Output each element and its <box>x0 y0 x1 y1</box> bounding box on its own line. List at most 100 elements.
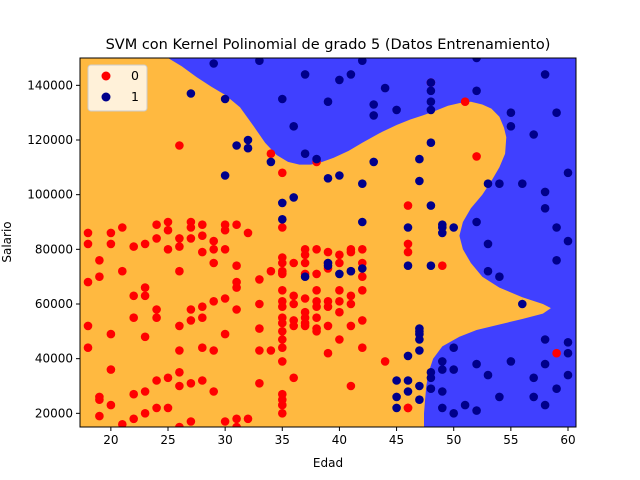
series-1-point <box>563 348 573 358</box>
series-0-point <box>83 239 93 249</box>
series-1-point <box>563 236 573 246</box>
series-0-point <box>358 245 367 254</box>
series-0-point <box>198 220 207 229</box>
series-1-point <box>552 223 561 232</box>
x-axis: 20 25 30 35 40 45 50 55 60 <box>103 427 576 447</box>
series-1-point <box>438 357 447 366</box>
series-0-point <box>175 422 184 427</box>
series-0-point <box>95 255 104 265</box>
x-tick-label: 45 <box>389 433 404 447</box>
series-0-point <box>323 247 333 257</box>
series-1-point <box>518 299 527 309</box>
series-0-point <box>358 316 367 325</box>
series-1-point <box>552 384 561 394</box>
series-1-point <box>529 392 538 402</box>
legend: 0 1 <box>87 64 148 112</box>
series-0-point <box>278 269 287 279</box>
series-0-point <box>266 266 276 276</box>
series-0-point <box>106 365 116 374</box>
series-1-point <box>278 198 287 208</box>
series-0-point <box>209 236 218 246</box>
x-tick-label: 40 <box>332 433 347 447</box>
series-1-point <box>495 392 504 402</box>
legend-marker-0 <box>101 71 111 81</box>
series-0-point <box>175 242 184 251</box>
series-1-point <box>426 261 436 271</box>
legend-label-1: 1 <box>131 89 139 104</box>
x-tick-label: 35 <box>275 433 290 447</box>
series-0-point <box>220 417 230 426</box>
series-1-point <box>483 179 493 188</box>
series-0-point <box>460 97 470 106</box>
series-0-point <box>243 414 253 424</box>
series-1-point <box>529 373 538 383</box>
series-1-point <box>220 94 230 104</box>
series-0-point <box>140 387 150 396</box>
series-0-point <box>220 225 230 235</box>
series-0-point <box>220 245 230 254</box>
series-1-point <box>495 179 504 188</box>
series-1-point <box>426 105 436 115</box>
series-1-point <box>472 406 481 415</box>
series-0-point <box>403 247 413 257</box>
series-0-point <box>346 299 356 309</box>
series-0-point <box>129 414 138 424</box>
series-0-point <box>403 403 413 413</box>
series-0-point <box>129 389 138 399</box>
series-1-point <box>278 94 287 104</box>
series-0-point <box>152 403 161 413</box>
series-0-point <box>300 294 310 303</box>
series-0-point <box>335 250 344 260</box>
series-1-point <box>300 272 310 282</box>
series-0-point <box>289 373 299 383</box>
series-0-point <box>186 417 196 426</box>
series-0-point <box>300 250 310 260</box>
series-1-point <box>540 359 550 369</box>
series-1-point <box>438 365 447 374</box>
series-0-point <box>278 318 287 328</box>
series-0-point <box>152 376 161 385</box>
series-0-point <box>186 234 196 243</box>
series-0-point <box>220 294 230 303</box>
series-1-point <box>472 359 481 369</box>
series-0-point <box>232 261 241 271</box>
series-0-point <box>152 305 161 314</box>
series-1-point <box>438 228 447 238</box>
series-0-point <box>83 321 93 331</box>
series-1-point <box>346 266 356 276</box>
series-0-point <box>140 332 150 342</box>
series-0-point <box>266 149 276 158</box>
series-1-point <box>312 154 321 164</box>
series-1-point <box>403 223 413 232</box>
series-0-point <box>220 329 230 339</box>
series-1-point <box>300 70 310 79</box>
series-0-point <box>278 258 287 268</box>
series-0-point <box>289 321 299 331</box>
series-0-point <box>175 368 184 377</box>
series-1-point <box>506 108 516 117</box>
series-0-point <box>209 387 218 396</box>
series-1-point <box>563 168 573 178</box>
x-tick-label: 20 <box>103 433 118 447</box>
legend-marker-1 <box>101 92 111 102</box>
series-1-point <box>426 201 436 210</box>
series-0-point <box>118 223 127 232</box>
series-0-point <box>278 302 287 312</box>
series-1-point <box>403 387 413 396</box>
series-0-point <box>335 307 344 317</box>
series-0-point <box>289 258 299 268</box>
series-0-point <box>358 272 367 282</box>
series-1-point <box>243 135 253 145</box>
series-0-point <box>323 321 333 331</box>
series-1-point <box>209 59 218 68</box>
series-0-point <box>140 283 150 292</box>
series-0-point <box>312 245 321 254</box>
series-0-point <box>198 231 207 240</box>
series-0-point <box>278 400 287 410</box>
series-1-point <box>323 261 333 271</box>
series-0-point <box>403 239 413 249</box>
series-1-points <box>186 58 573 418</box>
series-1-point <box>483 370 493 380</box>
series-0-point <box>312 269 321 279</box>
